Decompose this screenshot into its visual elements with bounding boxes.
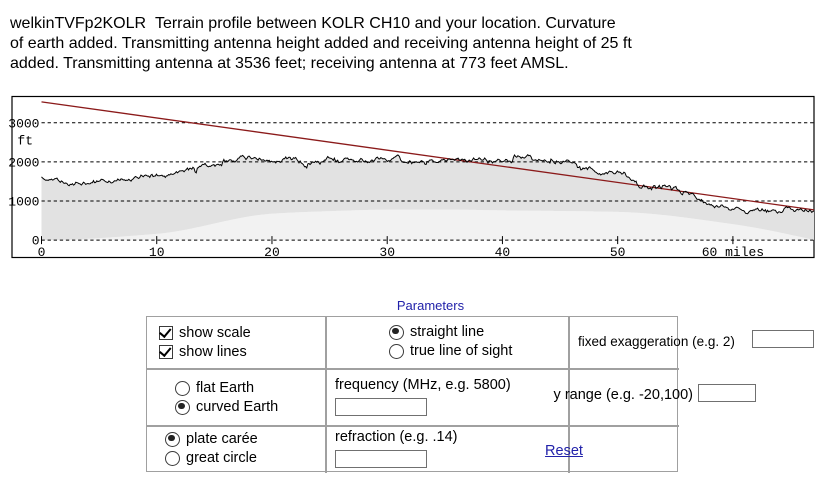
svg-text:0: 0 [38,245,46,260]
svg-text:1000: 1000 [8,195,39,210]
svg-text:50: 50 [610,245,626,260]
svg-text:60 miles: 60 miles [702,245,764,260]
svg-text:ft: ft [17,133,33,148]
svg-text:30: 30 [379,245,395,260]
svg-text:10: 10 [149,245,165,260]
svg-text:20: 20 [264,245,280,260]
svg-text:2000: 2000 [8,155,39,170]
svg-text:3000: 3000 [8,116,39,131]
svg-text:40: 40 [495,245,511,260]
